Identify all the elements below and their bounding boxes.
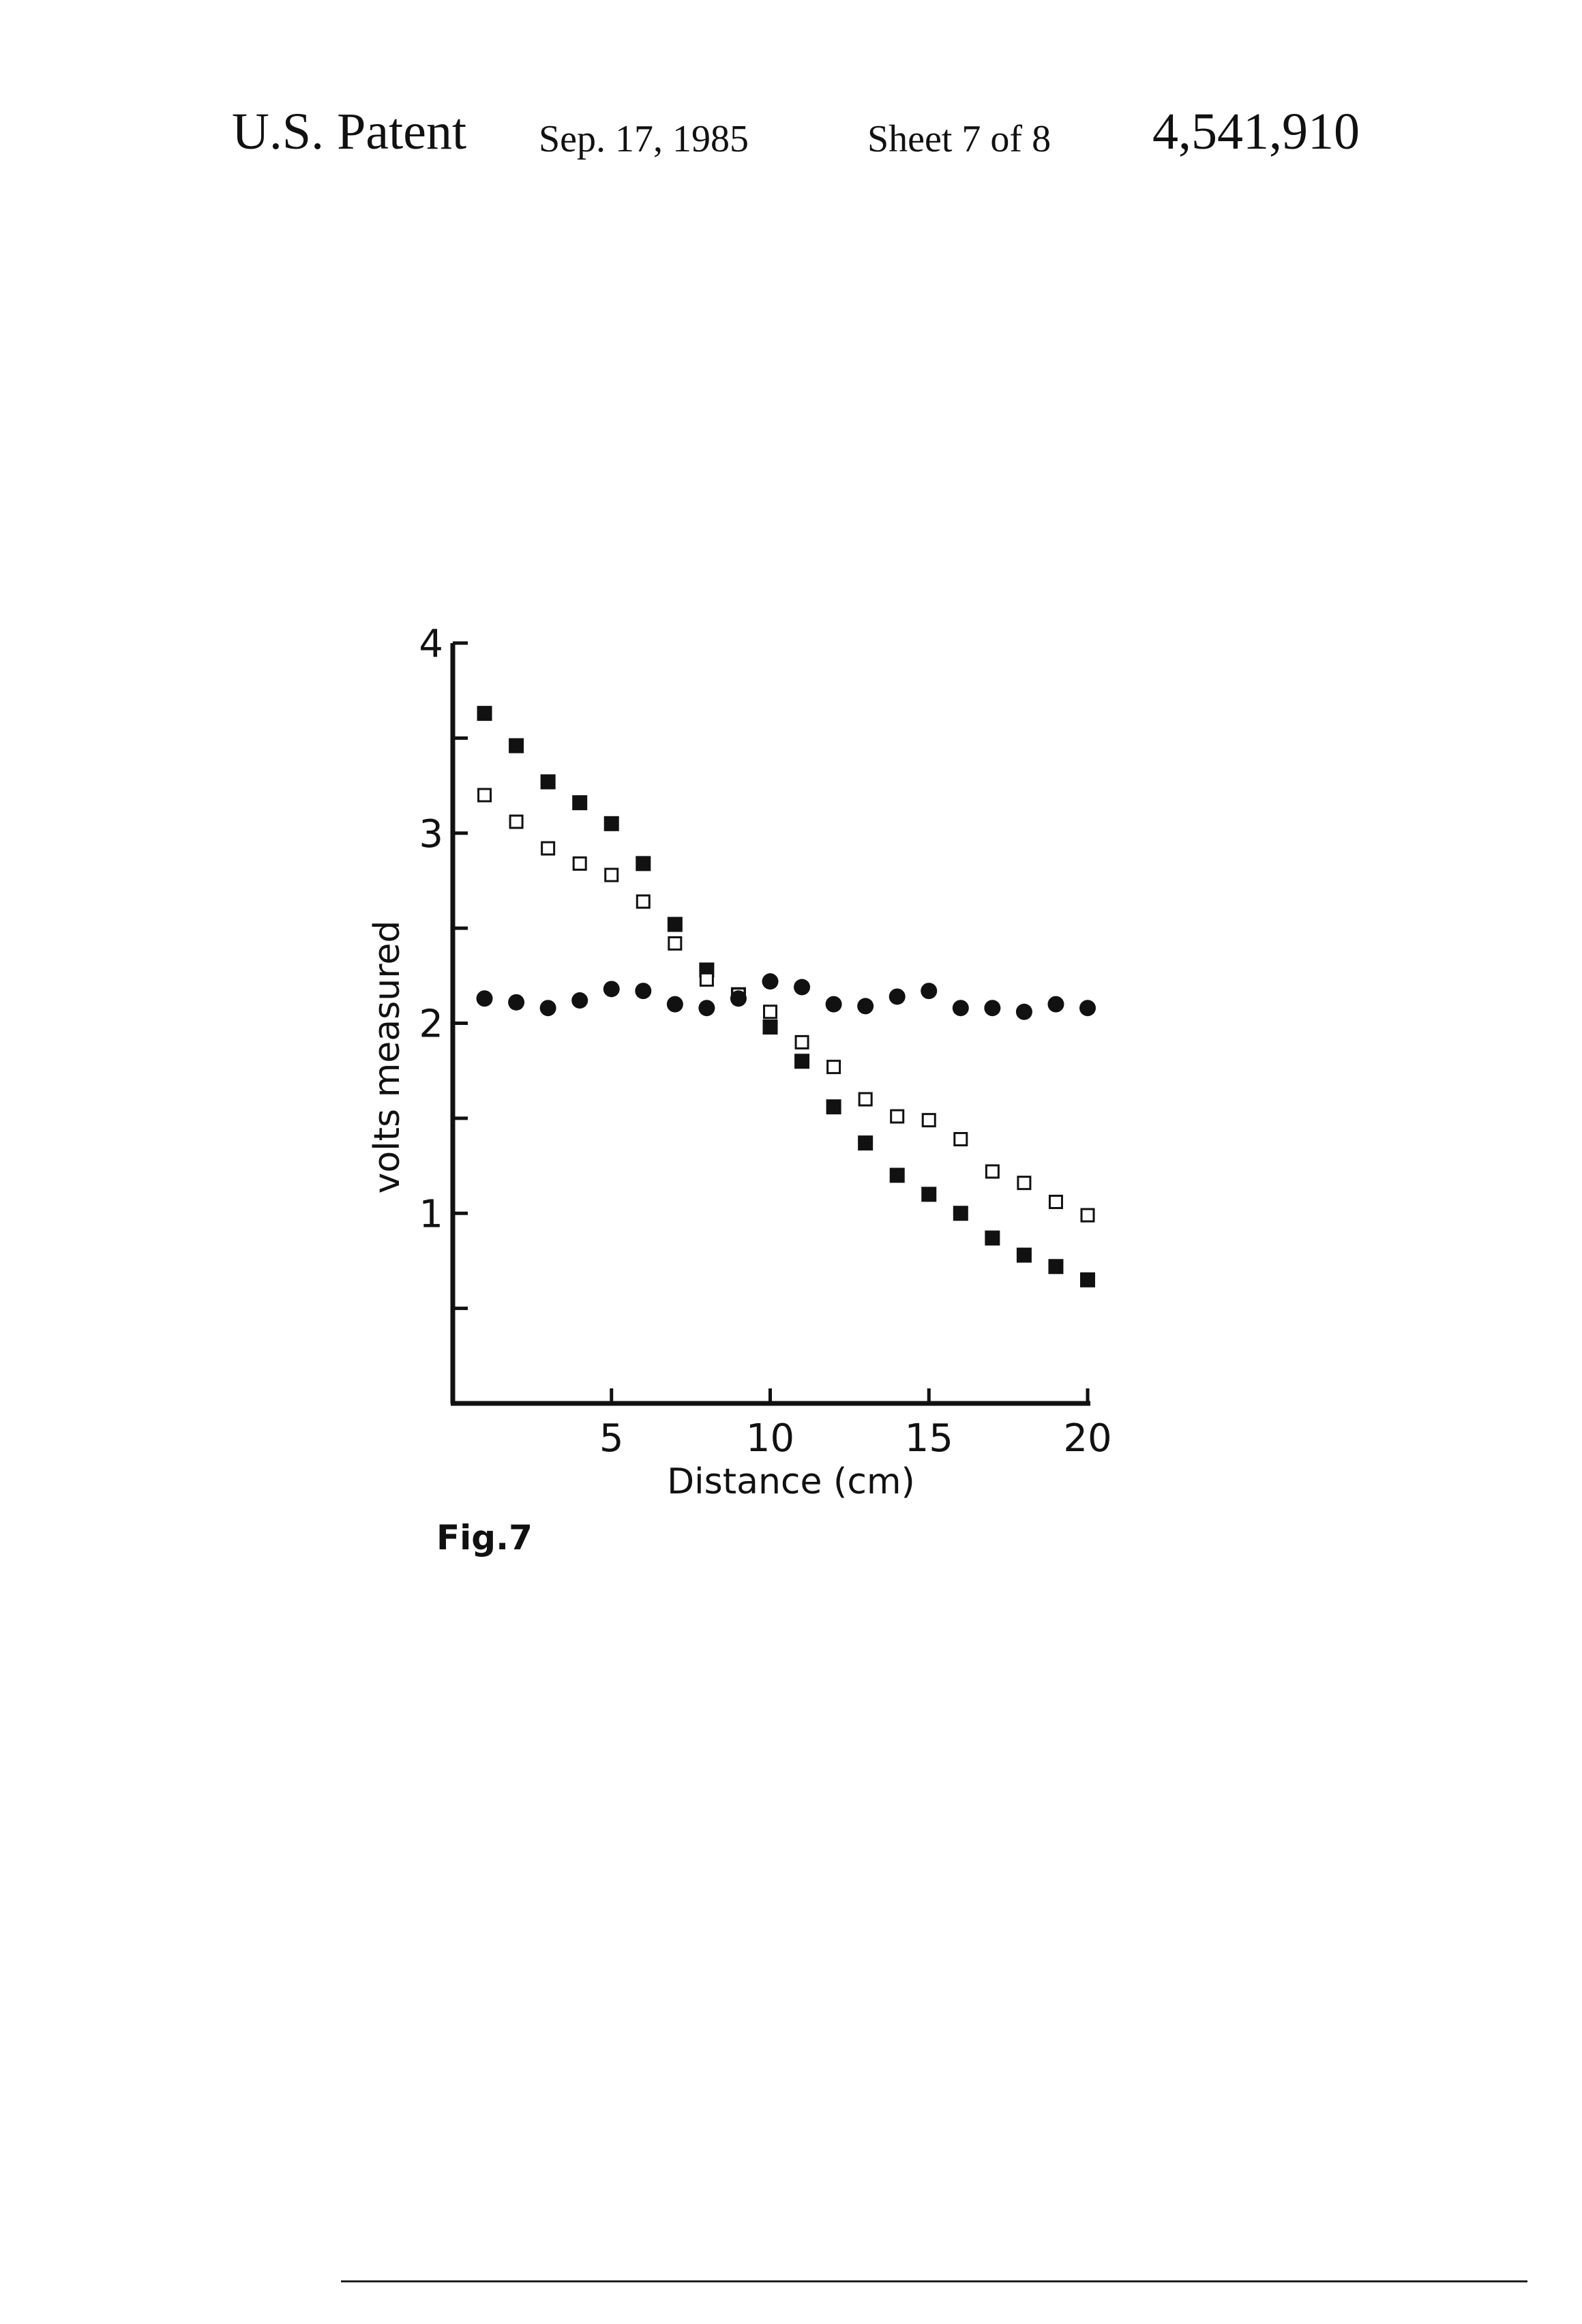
filled-square-point xyxy=(921,1187,936,1202)
x-tick-label: 20 xyxy=(1063,1416,1111,1461)
open-square-point xyxy=(828,1061,840,1073)
filled-square-point xyxy=(509,739,524,754)
filled-square-point xyxy=(636,856,651,871)
open-square-point xyxy=(986,1165,998,1178)
y-tick-label: 4 xyxy=(419,622,443,666)
filled-circle-point xyxy=(635,983,651,999)
open-square-point xyxy=(923,1114,935,1127)
open-square-point xyxy=(669,937,681,949)
filled-square-point xyxy=(572,795,587,810)
chart-marks xyxy=(477,706,1096,1287)
open-square-point xyxy=(891,1110,904,1122)
filled-circle-point xyxy=(1079,1000,1096,1016)
series-1 xyxy=(477,706,1095,1287)
figure-label: Fig.7 xyxy=(436,1518,533,1558)
filled-circle-point xyxy=(984,1000,1000,1016)
filled-circle-point xyxy=(540,1000,556,1016)
open-square-point xyxy=(479,789,491,801)
filled-circle-point xyxy=(667,996,683,1013)
x-tick-label: 5 xyxy=(599,1416,624,1461)
open-square-point xyxy=(1018,1177,1030,1189)
filled-square-point xyxy=(826,1099,841,1114)
filled-square-point xyxy=(763,1019,778,1034)
filled-circle-point xyxy=(1016,1004,1032,1020)
filled-square-point xyxy=(858,1135,873,1150)
filled-square-point xyxy=(604,816,619,831)
filled-square-point xyxy=(1048,1259,1063,1274)
filled-square-point xyxy=(953,1206,968,1221)
filled-circle-point xyxy=(953,1000,969,1016)
y-tick-label: 2 xyxy=(419,1002,443,1047)
filled-circle-point xyxy=(477,990,493,1007)
filled-square-point xyxy=(794,1054,809,1069)
open-square-point xyxy=(796,1036,808,1048)
filled-square-point xyxy=(985,1230,1000,1245)
filled-circle-point xyxy=(857,998,874,1014)
y-tick-label: 3 xyxy=(419,812,443,856)
filled-circle-point xyxy=(698,1000,715,1016)
x-tick-label: 10 xyxy=(746,1416,794,1461)
filled-circle-point xyxy=(889,988,906,1004)
filled-circle-point xyxy=(921,983,937,999)
open-square-point xyxy=(542,842,554,854)
open-square-point xyxy=(606,869,618,881)
filled-circle-point xyxy=(571,992,588,1009)
filled-circle-point xyxy=(794,979,810,996)
filled-circle-point xyxy=(1047,996,1064,1013)
open-square-point xyxy=(955,1133,967,1146)
filled-square-point xyxy=(1017,1248,1032,1263)
open-square-point xyxy=(1049,1196,1062,1208)
open-square-point xyxy=(510,816,522,828)
open-square-point xyxy=(859,1093,871,1105)
filled-square-point xyxy=(541,774,556,789)
open-square-point xyxy=(1081,1209,1094,1221)
series-2 xyxy=(479,789,1094,1221)
x-axis-label: Distance (cm) xyxy=(667,1461,915,1502)
filled-square-point xyxy=(477,706,492,721)
footer-rule xyxy=(341,2280,1527,2282)
filled-square-point xyxy=(1080,1272,1095,1287)
open-square-point xyxy=(700,973,713,985)
open-square-point xyxy=(637,895,649,908)
open-square-point xyxy=(573,857,586,869)
filled-circle-point xyxy=(508,994,524,1011)
filled-circle-point xyxy=(826,996,842,1013)
y-tick-label: 1 xyxy=(419,1192,443,1236)
filled-circle-point xyxy=(762,973,779,989)
filled-circle-point xyxy=(603,981,620,997)
filled-square-point xyxy=(890,1168,905,1183)
filled-square-point xyxy=(668,917,683,932)
y-axis-label: volts measured xyxy=(367,921,408,1194)
open-square-point xyxy=(764,1006,777,1018)
filled-circle-point xyxy=(730,990,747,1007)
x-tick-label: 15 xyxy=(905,1416,953,1461)
series-3 xyxy=(477,973,1096,1020)
